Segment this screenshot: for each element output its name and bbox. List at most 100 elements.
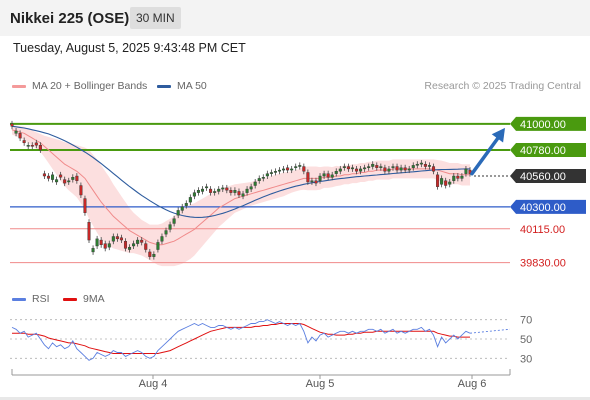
candle bbox=[375, 162, 379, 171]
legend-ma20: MA 20 + Bollinger Bands bbox=[12, 80, 147, 92]
candle bbox=[273, 168, 277, 176]
candle bbox=[148, 248, 152, 260]
bottom-border bbox=[0, 397, 590, 400]
candle bbox=[403, 164, 407, 174]
candle bbox=[79, 182, 83, 198]
candle bbox=[379, 163, 383, 171]
bollinger-band-layer bbox=[12, 125, 470, 267]
level-tag bbox=[510, 116, 586, 131]
forecast-arrow bbox=[470, 127, 505, 176]
ma20-swatch bbox=[12, 84, 26, 88]
ma20-label: MA 20 + Bollinger Bands bbox=[32, 80, 148, 92]
rsi-projection bbox=[469, 328, 511, 334]
candle bbox=[156, 239, 160, 253]
candle bbox=[302, 163, 306, 175]
candle bbox=[367, 163, 371, 171]
candle bbox=[209, 186, 213, 196]
candle bbox=[464, 165, 468, 177]
candle bbox=[34, 139, 38, 149]
candle bbox=[310, 177, 314, 185]
candles-layer bbox=[10, 120, 472, 260]
rsi-panel: 70 50 30 bbox=[10, 315, 532, 365]
candle bbox=[22, 137, 26, 146]
candle bbox=[111, 233, 115, 245]
candle bbox=[350, 164, 354, 172]
level-text: 40300.00 bbox=[520, 202, 566, 214]
candle bbox=[59, 171, 63, 181]
candle bbox=[290, 165, 294, 174]
bollinger-band bbox=[12, 125, 470, 267]
level-label-40115.00: 40115.00 bbox=[520, 224, 565, 236]
candle bbox=[269, 169, 273, 177]
level-tag bbox=[510, 169, 586, 184]
rsi-tick-label: 50 bbox=[520, 334, 532, 346]
candle bbox=[83, 195, 87, 216]
candle bbox=[261, 174, 265, 182]
candle bbox=[95, 235, 99, 249]
x-tick-label: Aug 6 bbox=[458, 378, 487, 390]
candle bbox=[67, 177, 71, 185]
candle bbox=[277, 167, 282, 175]
candle bbox=[241, 190, 245, 200]
candle bbox=[338, 165, 342, 175]
candle bbox=[55, 176, 59, 185]
9ma-label: 9MA bbox=[83, 293, 105, 305]
candle bbox=[103, 240, 107, 252]
candle bbox=[330, 171, 334, 181]
candle bbox=[306, 169, 310, 185]
candle bbox=[440, 175, 444, 188]
rsi-line bbox=[11, 319, 471, 361]
candle bbox=[128, 244, 132, 253]
level-tag bbox=[510, 199, 586, 214]
candle bbox=[75, 173, 79, 184]
candle bbox=[448, 178, 452, 188]
candle bbox=[180, 203, 184, 214]
candle bbox=[205, 183, 209, 191]
candle bbox=[132, 240, 136, 249]
level-label-39830.00: 39830.00 bbox=[520, 258, 566, 270]
legend-ma50: MA 50 bbox=[157, 80, 207, 92]
candle bbox=[233, 187, 237, 196]
candle bbox=[140, 237, 144, 246]
candle bbox=[192, 189, 196, 200]
candle bbox=[391, 163, 395, 171]
candle bbox=[286, 164, 290, 174]
candle bbox=[213, 188, 217, 196]
candle bbox=[294, 163, 298, 171]
candle bbox=[51, 171, 55, 183]
candle bbox=[432, 163, 436, 175]
candle bbox=[71, 174, 75, 183]
candle bbox=[160, 233, 164, 245]
chart-header: Nikkei 225 (OSE) 30 MIN bbox=[0, 0, 590, 36]
candle bbox=[172, 215, 176, 227]
candle bbox=[282, 165, 286, 174]
level-text: 40780.00 bbox=[520, 145, 566, 157]
candle bbox=[196, 187, 200, 196]
rsi-label: RSI bbox=[32, 293, 50, 305]
ma20-line bbox=[11, 129, 470, 246]
candle bbox=[298, 162, 302, 170]
level-label-40780.00: 40780.00 bbox=[510, 142, 586, 157]
candle bbox=[411, 162, 415, 171]
candle bbox=[346, 163, 350, 172]
candle bbox=[334, 168, 338, 177]
candle bbox=[10, 120, 14, 130]
chart-datetime: Tuesday, August 5, 2025 9:43:48 PM CET bbox=[13, 41, 246, 55]
candle bbox=[265, 170, 269, 179]
candle bbox=[415, 161, 419, 169]
candle bbox=[371, 161, 375, 170]
timeframe-button[interactable]: 30 MIN bbox=[130, 7, 181, 29]
candle bbox=[217, 186, 221, 195]
candle bbox=[168, 221, 172, 233]
level-text: 40560.00 bbox=[520, 171, 566, 183]
candle bbox=[87, 219, 91, 244]
candle bbox=[164, 227, 168, 238]
candle bbox=[452, 173, 456, 184]
credit-text: Research © 2025 Trading Central bbox=[424, 80, 581, 92]
candle bbox=[245, 186, 249, 196]
x-tick-label: Aug 4 bbox=[139, 378, 168, 390]
candle bbox=[144, 240, 148, 253]
level-text: 40115.00 bbox=[520, 224, 565, 236]
legend-9ma: 9MA bbox=[63, 293, 105, 305]
